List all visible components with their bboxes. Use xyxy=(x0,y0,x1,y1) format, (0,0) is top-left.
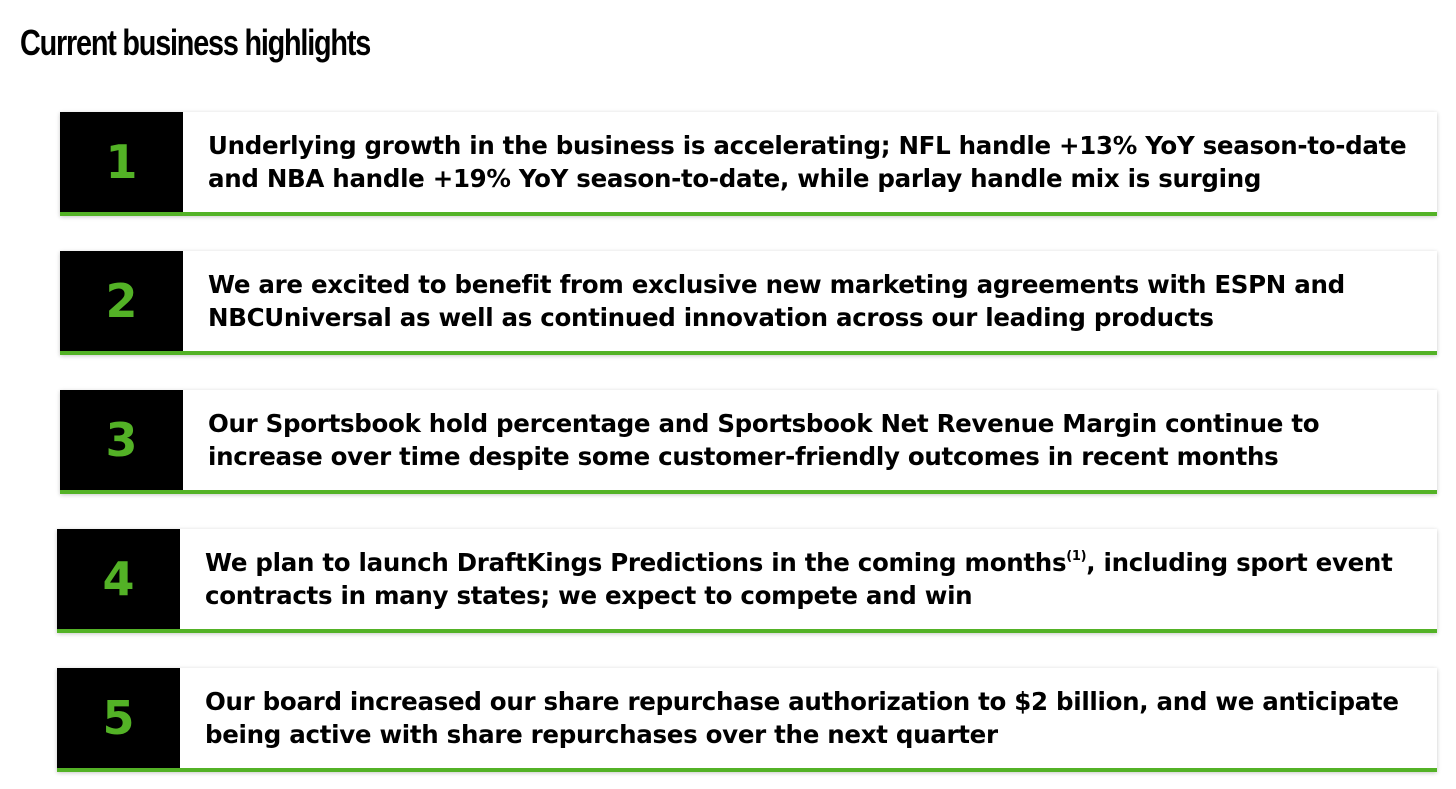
highlight-number: 3 xyxy=(105,413,138,467)
highlight-text-content: Underlying growth in the business is acc… xyxy=(208,131,1407,193)
number-box: 2 xyxy=(60,251,183,351)
highlight-text: Our Sportsbook hold percentage and Sport… xyxy=(183,390,1437,490)
highlight-number: 1 xyxy=(105,135,138,189)
highlight-card-4: 4 We plan to launch DraftKings Predictio… xyxy=(57,529,1437,633)
highlight-text: Underlying growth in the business is acc… xyxy=(183,112,1437,212)
highlight-text-part: We plan to launch DraftKings Predictions… xyxy=(205,548,1067,577)
highlight-card-5: 5 Our board increased our share repurcha… xyxy=(57,668,1437,772)
highlight-text: We are excited to benefit from exclusive… xyxy=(183,251,1437,351)
highlight-text-content: Our board increased our share repurchase… xyxy=(205,687,1399,749)
highlight-card-3: 3 Our Sportsbook hold percentage and Spo… xyxy=(60,390,1437,494)
highlight-text-content: We plan to launch DraftKings Predictions… xyxy=(205,546,1417,612)
highlight-number: 2 xyxy=(105,274,138,328)
highlight-text: We plan to launch DraftKings Predictions… xyxy=(180,529,1437,629)
highlight-text-part: , including sport event contracts in man… xyxy=(205,548,1393,610)
number-box: 3 xyxy=(60,390,183,490)
number-box: 4 xyxy=(57,529,180,629)
highlight-card-1: 1 Underlying growth in the business is a… xyxy=(60,112,1437,216)
highlight-number: 4 xyxy=(102,552,135,606)
number-box: 1 xyxy=(60,112,183,212)
page-title: Current business highlights xyxy=(20,22,371,63)
highlight-text-content: Our Sportsbook hold percentage and Sport… xyxy=(208,409,1320,471)
number-box: 5 xyxy=(57,668,180,768)
footnote-marker: (1) xyxy=(1066,549,1087,564)
highlight-number: 5 xyxy=(102,691,135,745)
highlight-text-content: We are excited to benefit from exclusive… xyxy=(208,270,1345,332)
highlight-card-2: 2 We are excited to benefit from exclusi… xyxy=(60,251,1437,355)
highlight-text: Our board increased our share repurchase… xyxy=(180,668,1437,768)
